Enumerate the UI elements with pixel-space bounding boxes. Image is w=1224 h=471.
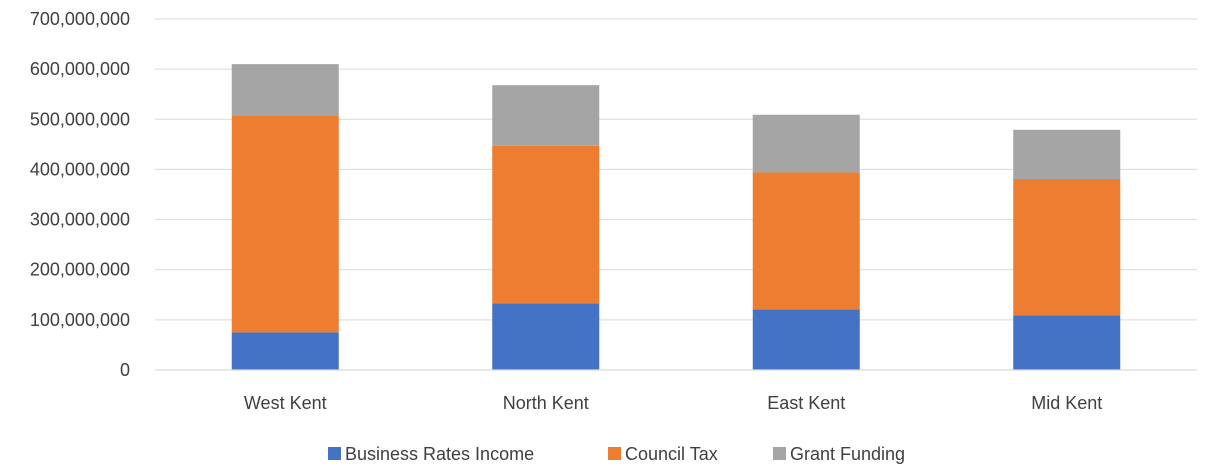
bar-segment-council-tax [1013, 178, 1121, 316]
bar-segment-business-rates-income [492, 303, 600, 370]
bar-segment-grant-funding [231, 64, 339, 116]
bar-segment-grant-funding [492, 85, 600, 146]
y-tick-label: 500,000,000 [30, 109, 130, 129]
bar-segment-council-tax [752, 172, 860, 310]
y-tick-label: 700,000,000 [30, 9, 130, 29]
y-tick-label: 300,000,000 [30, 210, 130, 230]
bar-segment-business-rates-income [231, 332, 339, 370]
legend: Business Rates Income Council Tax Grant Fu… [328, 444, 905, 464]
legend-label: Business Rates Income [345, 444, 534, 464]
x-axis-category-labels: West Kent North Kent East Kent Mid Kent [244, 393, 1102, 413]
y-tick-label: 100,000,000 [30, 310, 130, 330]
bar-segment-council-tax [492, 145, 600, 304]
y-tick-label: 400,000,000 [30, 159, 130, 179]
legend-swatch [328, 447, 341, 460]
bar-segment-grant-funding [1013, 129, 1121, 179]
bar-segment-grant-funding [752, 114, 860, 173]
bar-segment-business-rates-income [752, 309, 860, 370]
x-category-label: North Kent [503, 393, 589, 413]
x-category-label: West Kent [244, 393, 327, 413]
x-category-label: East Kent [767, 393, 845, 413]
legend-swatch [773, 447, 786, 460]
x-category-label: Mid Kent [1031, 393, 1102, 413]
bar-segment-business-rates-income [1013, 315, 1121, 370]
bar-segment-council-tax [231, 115, 339, 333]
y-tick-label: 200,000,000 [30, 260, 130, 280]
legend-label: Council Tax [625, 444, 718, 464]
y-tick-label: 0 [120, 360, 130, 380]
legend-label: Grant Funding [790, 444, 905, 464]
bars [231, 64, 1121, 370]
y-tick-label: 600,000,000 [30, 59, 130, 79]
y-axis-tick-labels: 0 100,000,000 200,000,000 300,000,000 400,00… [30, 9, 130, 380]
legend-swatch [608, 447, 621, 460]
